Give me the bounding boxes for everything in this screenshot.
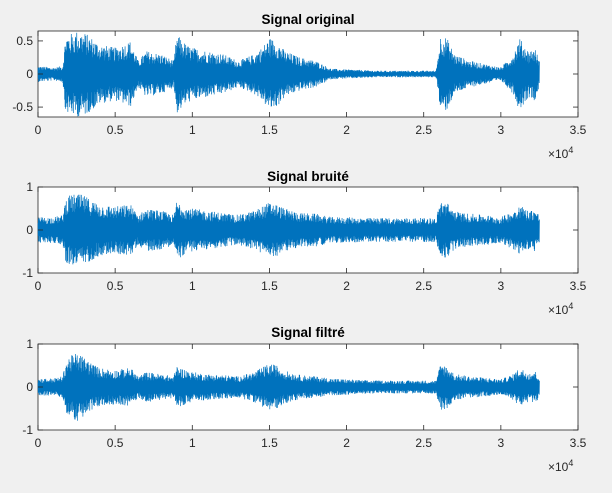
x-tick-label: 0 — [35, 123, 42, 137]
y-tick-label: -1 — [22, 266, 33, 280]
y-tick-label: 0.5 — [16, 34, 33, 48]
y-tick-label: -1 — [22, 423, 33, 437]
x-tick-label: 0.5 — [107, 123, 124, 137]
x-tick-label: 0.5 — [107, 436, 124, 450]
y-ticks: -0.5 0 0.5 — [12, 34, 578, 114]
signal-original-line — [37, 32, 540, 117]
x-tick-label: 3 — [498, 123, 505, 137]
x-tick-label: 0.5 — [107, 279, 124, 293]
chart-title: Signal bruité — [267, 169, 349, 184]
x-tick-label: 2 — [343, 279, 350, 293]
x-tick-label: 1 — [189, 279, 196, 293]
x-tick-label: 3.5 — [570, 123, 587, 137]
x-tick-label: 3 — [498, 279, 505, 293]
x-tick-label: 2.5 — [415, 436, 432, 450]
y-ticks: -1 0 1 — [22, 337, 578, 437]
y-ticks: -1 0 1 — [22, 180, 578, 280]
x-ticks: 0 0.5 1 1.5 2 2.5 3 3.5 — [35, 31, 587, 137]
chart-title: Signal original — [261, 12, 354, 27]
x-tick-label: 3.5 — [570, 279, 587, 293]
signal-noisy-line — [37, 194, 540, 265]
x-ticks: 0 0.5 1 1.5 2 2.5 3 3.5 — [35, 187, 587, 293]
subplot-noisy: 0 0.5 1 1.5 2 2.5 3 3.5 -101 Signal bruité ×104 — [22, 169, 586, 317]
x-tick-label: 2 — [343, 436, 350, 450]
subplot-filtered: 0 0.5 1 1.5 2 2.5 3 3.5 -101 Signal filtré ×104 — [22, 325, 586, 474]
y-tick-label: 1 — [26, 337, 33, 351]
x-tick-label: 1.5 — [261, 279, 278, 293]
y-tick-label: 0 — [26, 67, 33, 81]
x-exponent-label: ×104 — [548, 145, 573, 161]
x-tick-label: 1 — [189, 436, 196, 450]
x-tick-label: 0 — [35, 279, 42, 293]
x-tick-label: 1 — [189, 123, 196, 137]
x-tick-label: 2 — [343, 123, 350, 137]
y-tick-label: -0.5 — [12, 100, 33, 114]
x-exponent-label: ×104 — [548, 301, 573, 317]
y-tick-label: 1 — [26, 180, 33, 194]
x-tick-label: 3.5 — [570, 436, 587, 450]
x-tick-label: 0 — [35, 436, 42, 450]
x-ticks: 0 0.5 1 1.5 2 2.5 3 3.5 — [35, 344, 587, 450]
y-tick-label: 0 — [26, 223, 33, 237]
x-tick-label: 3 — [498, 436, 505, 450]
signal-filtered-line — [37, 354, 540, 421]
x-tick-label: 1.5 — [261, 436, 278, 450]
x-exponent-label: ×104 — [548, 458, 573, 474]
x-tick-label: 1.5 — [261, 123, 278, 137]
subplot-original: 0 0.5 1 1.5 2 2.5 3 3.5 -0.500.5 Signal origina… — [12, 12, 586, 161]
y-tick-label: 0 — [26, 380, 33, 394]
chart-title: Signal filtré — [271, 325, 345, 340]
x-tick-label: 2.5 — [415, 123, 432, 137]
x-tick-label: 2.5 — [415, 279, 432, 293]
